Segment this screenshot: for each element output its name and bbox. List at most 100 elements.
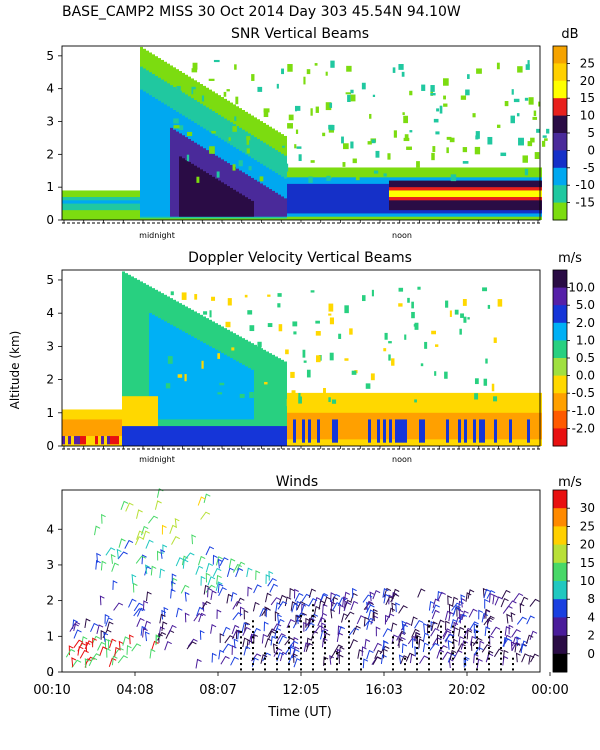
snr-cell <box>416 161 420 168</box>
wind-barb <box>169 524 178 534</box>
snr-y-tick-label: 3 <box>46 115 54 129</box>
doppler-colorbar-swatch <box>553 410 567 429</box>
winds-colorbar-swatch <box>553 508 567 527</box>
snr-cell <box>248 199 251 217</box>
wind-barb <box>111 562 120 572</box>
doppler-cell <box>233 426 236 446</box>
wind-barb <box>313 596 322 607</box>
wind-barb <box>442 630 452 640</box>
doppler-cell <box>285 349 289 355</box>
winds-colorbar-swatch <box>553 526 567 546</box>
wind-barb <box>224 635 235 644</box>
wind-barb <box>321 637 328 648</box>
snr-cell <box>325 71 328 76</box>
doppler-cell <box>128 426 131 446</box>
wind-barb <box>187 638 198 647</box>
wind-barb <box>348 627 360 636</box>
snr-cell <box>209 146 215 154</box>
wind-barb <box>95 559 101 570</box>
snr-cell <box>470 190 473 198</box>
snr-cell <box>215 178 218 217</box>
doppler-cell <box>317 419 320 443</box>
calm-marker <box>440 625 442 628</box>
doppler-cell <box>530 412 533 440</box>
wind-barb <box>73 621 81 632</box>
doppler-cell <box>185 426 188 446</box>
wind-barb <box>222 643 233 652</box>
wind-barb <box>69 623 79 632</box>
snr-cell <box>323 183 326 214</box>
doppler-cell <box>303 360 307 363</box>
snr-cell <box>472 113 476 118</box>
wind-barb <box>341 613 349 623</box>
snr-colorbar-label: -15 <box>575 196 595 210</box>
doppler-cell <box>101 419 104 437</box>
doppler-cell <box>306 369 311 378</box>
doppler-cell <box>383 419 386 443</box>
snr-cell <box>191 68 198 73</box>
doppler-cell <box>449 412 452 440</box>
calm-marker <box>452 630 454 633</box>
doppler-cell <box>356 412 359 440</box>
doppler-colorbar-label: 1.0 <box>576 333 595 347</box>
calm-marker <box>452 652 454 655</box>
wind-barb <box>361 646 367 657</box>
doppler-cell <box>267 294 271 297</box>
doppler-cell <box>140 396 143 427</box>
snr-cell <box>128 197 131 211</box>
doppler-cell <box>362 412 365 440</box>
doppler-cell <box>463 316 467 323</box>
wind-barb <box>422 632 430 643</box>
doppler-cell <box>284 426 287 446</box>
wind-barb <box>526 615 535 625</box>
doppler-cell <box>467 317 470 320</box>
snr-cell <box>239 193 242 217</box>
doppler-cell <box>287 412 290 440</box>
calm-marker <box>464 625 466 628</box>
winds-x-axis: 00:10 04:08 08:07 12:05 16:03 20:02 00:00 <box>33 672 569 698</box>
doppler-cell <box>331 399 337 404</box>
wind-barb <box>479 640 485 651</box>
snr-cell <box>95 197 98 211</box>
doppler-cell <box>233 359 236 420</box>
snr-y-tick-label: 1 <box>46 180 54 194</box>
calm-marker <box>464 657 466 660</box>
wind-barb <box>163 606 169 617</box>
snr-cell <box>503 190 506 198</box>
doppler-colorbar-swatch <box>553 393 567 412</box>
wind-barb <box>96 624 104 635</box>
wind-barb <box>97 641 106 651</box>
wind-barb <box>415 631 421 642</box>
doppler-cell <box>254 344 257 446</box>
wind-barb <box>372 590 381 600</box>
wind-barb <box>85 641 91 652</box>
wind-barb <box>226 567 235 578</box>
wind-barb <box>196 606 204 617</box>
snr-cell <box>128 200 131 204</box>
snr-cell <box>512 190 515 198</box>
snr-cell <box>107 197 110 211</box>
doppler-colorbar-label: -0.5 <box>572 386 595 400</box>
calm-marker <box>476 652 478 655</box>
wind-barb <box>284 596 292 607</box>
wind-barb <box>289 587 295 598</box>
doppler-cell <box>284 361 287 446</box>
wind-barb <box>284 637 295 646</box>
doppler-cell <box>377 419 380 443</box>
snr-cell <box>386 183 389 214</box>
snr-cell <box>464 190 467 198</box>
calm-marker <box>476 657 478 660</box>
snr-cell <box>544 138 548 141</box>
snr-cell <box>216 171 220 178</box>
wind-barb <box>411 628 420 638</box>
wind-barb <box>502 637 511 647</box>
doppler-cell <box>158 426 161 446</box>
wind-barb <box>180 584 190 594</box>
doppler-cell <box>467 412 470 440</box>
wind-barb <box>442 628 452 637</box>
doppler-cell <box>518 412 521 440</box>
snr-cell <box>164 104 167 217</box>
doppler-cell <box>413 412 416 440</box>
calm-marker <box>300 657 302 660</box>
calm-marker <box>452 625 454 628</box>
